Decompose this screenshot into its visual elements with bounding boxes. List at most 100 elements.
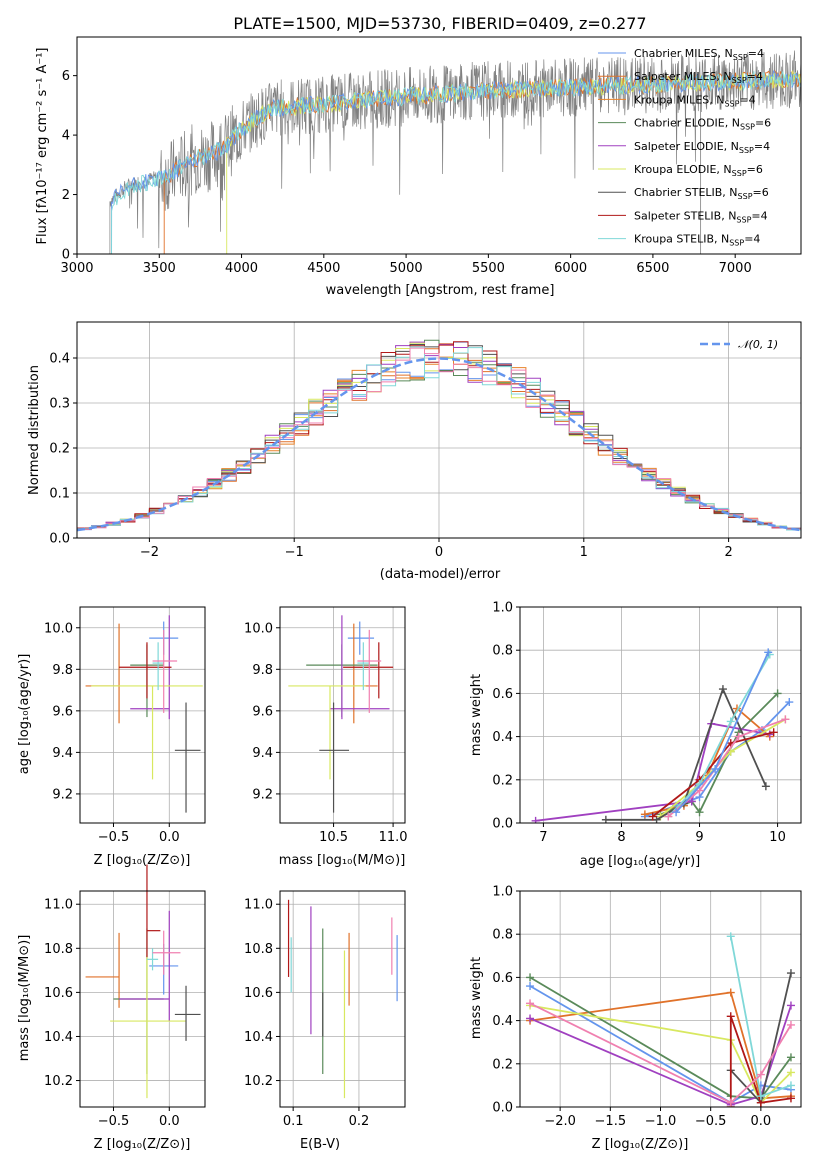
y-tick-label: 10.2 <box>244 1074 273 1089</box>
model-spectrum-line <box>111 70 801 254</box>
legend-entry: Chabrier MILES, NSSP=4 <box>634 47 764 62</box>
weight-point-marker <box>734 732 743 741</box>
weight-point-marker <box>785 698 794 707</box>
legend-entry-subscript: SSP <box>740 123 755 132</box>
axes-frame <box>79 606 206 824</box>
x-tick-label: −0.5 <box>695 1114 727 1129</box>
weight-point-marker <box>761 782 770 791</box>
y-tick-label: 0.6 <box>492 687 513 702</box>
y-tick-label: 10.2 <box>44 1074 73 1089</box>
x-tick-label: 0.0 <box>159 830 180 845</box>
legend-entry-subscript: SSP <box>724 99 739 108</box>
mass-vs-metallicity-xlabel: Z [log₁₀(Z/Z⊙)] <box>94 1137 191 1152</box>
weight-vs-metallicity-xlabel: Z [log₁₀(Z/Z⊙)] <box>592 1137 689 1152</box>
y-tick-label: 0.8 <box>492 644 513 659</box>
y-tick-label: 6 <box>62 69 70 84</box>
y-tick-label: 10.0 <box>244 621 273 636</box>
weight-point-marker <box>764 648 773 657</box>
y-tick-label: 10.6 <box>244 986 273 1001</box>
y-tick-label: 0.0 <box>49 532 70 547</box>
y-tick-label: 0.2 <box>49 442 70 457</box>
observed-spectrum-line <box>109 50 801 254</box>
legend-entry-subscript: SSP <box>733 53 748 62</box>
x-tick-label: 7000 <box>719 261 752 276</box>
y-tick-label: 11.0 <box>44 898 73 913</box>
x-tick-label: 10 <box>769 830 786 845</box>
residuals-ylabel: Normed distribution <box>27 365 42 495</box>
weight-vs-metallicity-ylabel: mass weight <box>469 957 484 1039</box>
x-tick-label: 0.0 <box>159 1114 180 1129</box>
weight-series-line <box>529 1004 792 1105</box>
weight-point-marker <box>726 1012 735 1021</box>
weight-series-line <box>667 654 771 818</box>
weight-series-line <box>529 1002 792 1104</box>
axes-frame <box>519 606 802 824</box>
age-vs-mass-plot: 10.5 11.0 9.2 9.4 9.6 9.8 10.0 <box>244 606 408 845</box>
legend-entry: Salpeter STELIB, NSSP=4 <box>634 209 768 224</box>
weight-point-marker <box>786 1081 795 1090</box>
legend-entry-tail: =4 <box>751 209 767 222</box>
model-spectrum-line <box>111 70 801 254</box>
x-tick-label: 0.0 <box>751 1114 772 1129</box>
spectrum-title: PLATE=1500, MJD=53730, FIBERID=0409, z=0… <box>233 14 646 33</box>
weight-vs-age-ylabel: mass weight <box>469 674 484 756</box>
legend-entry-subscript: SSP <box>738 192 753 201</box>
x-tick-label: 8 <box>617 830 625 845</box>
y-tick-label: 0.2 <box>492 773 513 788</box>
spectrum-plot: 3000 3500 4000 4500 5000 5500 6000 6500 7000 0 2 4 6… <box>60 36 802 276</box>
x-tick-label: 4500 <box>307 261 340 276</box>
age-vs-metallicity-xlabel: Z [log₁₀(Z/Z⊙)] <box>94 853 191 868</box>
legend-entry: 𝒩(0, 1) <box>738 338 778 351</box>
y-tick-label: 9.8 <box>252 663 273 678</box>
weight-point-marker <box>726 932 735 941</box>
weight-point-marker <box>769 728 778 737</box>
weight-point-marker <box>773 689 782 698</box>
y-tick-label: 10.0 <box>44 621 73 636</box>
weight-point-marker <box>756 1070 765 1079</box>
legend-entry: Salpeter MILES, NSSP=4 <box>634 70 763 85</box>
y-tick-label: 0.8 <box>492 928 513 943</box>
x-tick-label: 11.0 <box>379 830 408 845</box>
y-tick-label: 0.6 <box>492 971 513 986</box>
y-tick-label: 9.6 <box>252 704 273 719</box>
y-tick-label: 9.8 <box>52 663 73 678</box>
weight-point-marker <box>786 1001 795 1010</box>
legend-entry-tail: =6 <box>755 117 771 130</box>
normal-curve-line <box>77 357 801 532</box>
weight-vs-metallicity-plot: −2.0 −1.5 −1.0 −0.5 0.0 0.0 0.2 0.4 0.6 0.8 1.0 <box>492 885 802 1129</box>
weight-series-line <box>529 976 792 1100</box>
weight-point-marker <box>672 808 681 817</box>
weight-point-marker <box>756 1092 765 1101</box>
x-tick-label: −0.5 <box>98 830 130 845</box>
legend-entry: Chabrier STELIB, NSSP=6 <box>634 186 769 201</box>
y-tick-label: 9.6 <box>52 704 73 719</box>
weight-vs-age-plot: 7 8 9 10 0.0 0.2 0.4 0.6 0.8 1.0 <box>492 601 802 845</box>
mass-vs-ebv-xlabel: E(B-V) <box>300 1137 340 1152</box>
mass-vs-metallicity-plot: −0.5 0.0 10.2 10.4 10.6 10.8 11.0 <box>44 864 206 1129</box>
residuals-plot: −2 −1 0 1 2 0.0 0.1 0.2 0.3 0.4 𝒩(0, 1) <box>49 321 802 560</box>
spectrum-xlabel: wavelength [Angstrom, rest frame] <box>326 283 555 298</box>
y-tick-label: 0.4 <box>492 730 513 745</box>
axes-frame <box>279 606 406 824</box>
axes-frame <box>79 890 206 1108</box>
legend-entry-tail: =4 <box>748 47 764 60</box>
weight-point-marker <box>786 969 795 978</box>
axes-frame <box>76 36 802 255</box>
x-tick-label: 2 <box>724 545 732 560</box>
weight-point-marker <box>786 1094 795 1103</box>
x-tick-label: 5500 <box>472 261 505 276</box>
legend-entry-subscript: SSP <box>736 215 751 224</box>
y-tick-label: 2 <box>62 188 70 203</box>
weight-point-marker <box>695 808 704 817</box>
weight-vs-age-xlabel: age [log₁₀(age/yr)] <box>580 854 701 869</box>
legend-entry-tail: =4 <box>744 233 760 246</box>
residuals-xlabel: (data-model)/error <box>380 567 501 582</box>
x-tick-label: 9 <box>695 830 703 845</box>
y-tick-label: 0.2 <box>492 1057 513 1072</box>
y-tick-label: 0.4 <box>492 1014 513 1029</box>
x-tick-label: 7 <box>539 830 547 845</box>
weight-series-line <box>729 1016 792 1107</box>
mass-vs-metallicity-ylabel: mass [log₁₀(M/M⊙)] <box>17 935 32 1062</box>
weight-point-marker <box>711 765 720 773</box>
